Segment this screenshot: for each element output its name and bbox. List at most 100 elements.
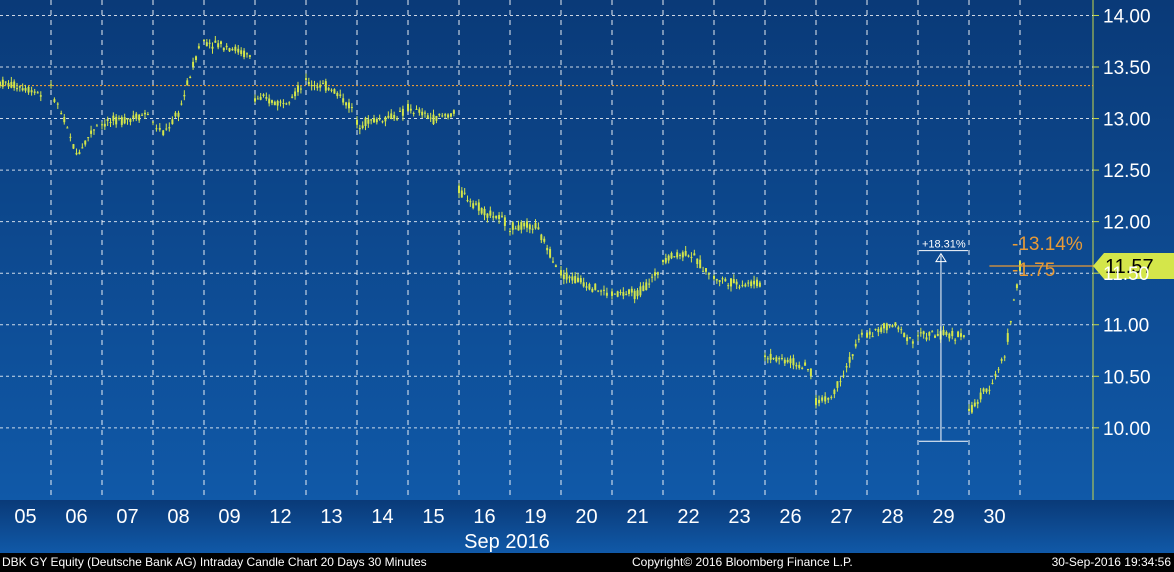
candle-body — [72, 144, 75, 149]
candle-body — [197, 46, 200, 49]
candle-body — [387, 115, 390, 118]
candle-body — [10, 81, 13, 88]
candle-body — [597, 290, 600, 292]
candle-body — [217, 43, 220, 48]
candle-body — [447, 114, 450, 118]
candle-body — [1006, 333, 1009, 342]
candle-body — [285, 103, 288, 105]
candle-body — [469, 201, 472, 203]
candle-body — [741, 285, 744, 287]
candle-body — [973, 402, 976, 407]
candle-body — [429, 117, 432, 119]
candle-body — [560, 270, 562, 276]
candle-body — [486, 213, 489, 218]
candle-body — [466, 200, 469, 202]
candle-body — [616, 291, 619, 297]
candle-body — [783, 359, 786, 364]
annotations: +18.31% -13.14% -1.75 11.57 — [918, 234, 1174, 442]
candle-body — [495, 215, 498, 219]
candle-body — [123, 117, 126, 124]
candle-body — [220, 41, 222, 44]
candle-body — [523, 222, 526, 227]
candle-body — [744, 284, 747, 287]
candle-body — [880, 327, 883, 332]
candle-body — [801, 367, 804, 369]
grid — [0, 0, 1093, 500]
candle-body — [664, 258, 667, 263]
candle-body — [90, 130, 93, 134]
candle-body — [676, 252, 679, 258]
candle-body — [30, 90, 33, 93]
candle-body — [245, 53, 248, 55]
candle-body — [565, 272, 568, 280]
candle-body — [138, 114, 141, 121]
candle-body — [152, 121, 154, 123]
candle-body — [611, 291, 613, 296]
candle-body — [361, 125, 364, 128]
footer-description: DBK GY Equity (Deutsche Bank AG) Intrada… — [2, 555, 427, 569]
candle-body — [78, 152, 81, 155]
candle-body — [684, 250, 687, 256]
candle-body — [162, 130, 165, 136]
candle-body — [316, 86, 319, 88]
candle-body — [319, 84, 322, 88]
candle-body — [120, 117, 123, 125]
candle-body — [112, 115, 115, 121]
candle-body — [517, 225, 520, 231]
candle-body — [786, 360, 789, 363]
footer-timestamp: 30-Sep-2016 19:34:56 — [1051, 555, 1171, 569]
candle-body — [296, 85, 299, 93]
candle-body — [713, 276, 715, 279]
footer-copyright: Copyright© 2016 Bloomberg Finance L.P. — [632, 555, 853, 569]
candle-body — [101, 124, 103, 126]
x-tick-label: 22 — [677, 506, 699, 528]
candle-body — [942, 329, 945, 335]
candle-body — [636, 290, 639, 297]
candle-body — [13, 81, 16, 88]
y-tick-label: 10.50 — [1103, 367, 1151, 388]
candle-body — [839, 381, 842, 383]
candle-body — [106, 119, 109, 122]
candle-body — [299, 88, 302, 90]
candle-body — [591, 288, 594, 292]
candle-body — [268, 98, 271, 104]
candle-body — [577, 277, 579, 282]
candle-body — [503, 217, 506, 226]
candle-body — [982, 388, 985, 392]
candle-body — [936, 334, 939, 336]
candle-body — [818, 399, 821, 404]
candle-body — [477, 202, 480, 211]
candle-body — [715, 279, 718, 281]
x-tick-label: 09 — [218, 506, 240, 528]
candle-body — [798, 364, 801, 368]
x-tick-label: 06 — [65, 506, 87, 528]
candle-body — [574, 276, 577, 284]
candle-body — [679, 254, 681, 256]
candle-body — [205, 42, 208, 47]
candle-body — [653, 272, 656, 276]
candle-body — [441, 115, 444, 117]
candle-body — [460, 190, 463, 198]
candle-body — [81, 147, 84, 149]
candle-body — [602, 289, 605, 291]
range-arrow — [935, 252, 947, 263]
candle-body — [412, 113, 415, 115]
candle-body — [373, 118, 375, 123]
candle-body — [143, 112, 146, 115]
candle-body — [36, 92, 39, 94]
candle-body — [911, 341, 914, 344]
candle-body — [194, 56, 197, 61]
x-tick-label: 13 — [320, 506, 342, 528]
candle-body — [265, 97, 268, 99]
candle-body — [588, 284, 591, 290]
candle-body — [718, 280, 721, 282]
candle-body — [764, 355, 766, 358]
candle-body — [687, 255, 690, 257]
y-tick-label: 12.00 — [1103, 213, 1151, 234]
candle-body — [951, 331, 954, 337]
candle-body — [1003, 356, 1006, 358]
candle-body — [766, 358, 769, 360]
candle-body — [568, 276, 571, 279]
candle-body — [871, 336, 874, 338]
candle-body — [458, 185, 460, 194]
